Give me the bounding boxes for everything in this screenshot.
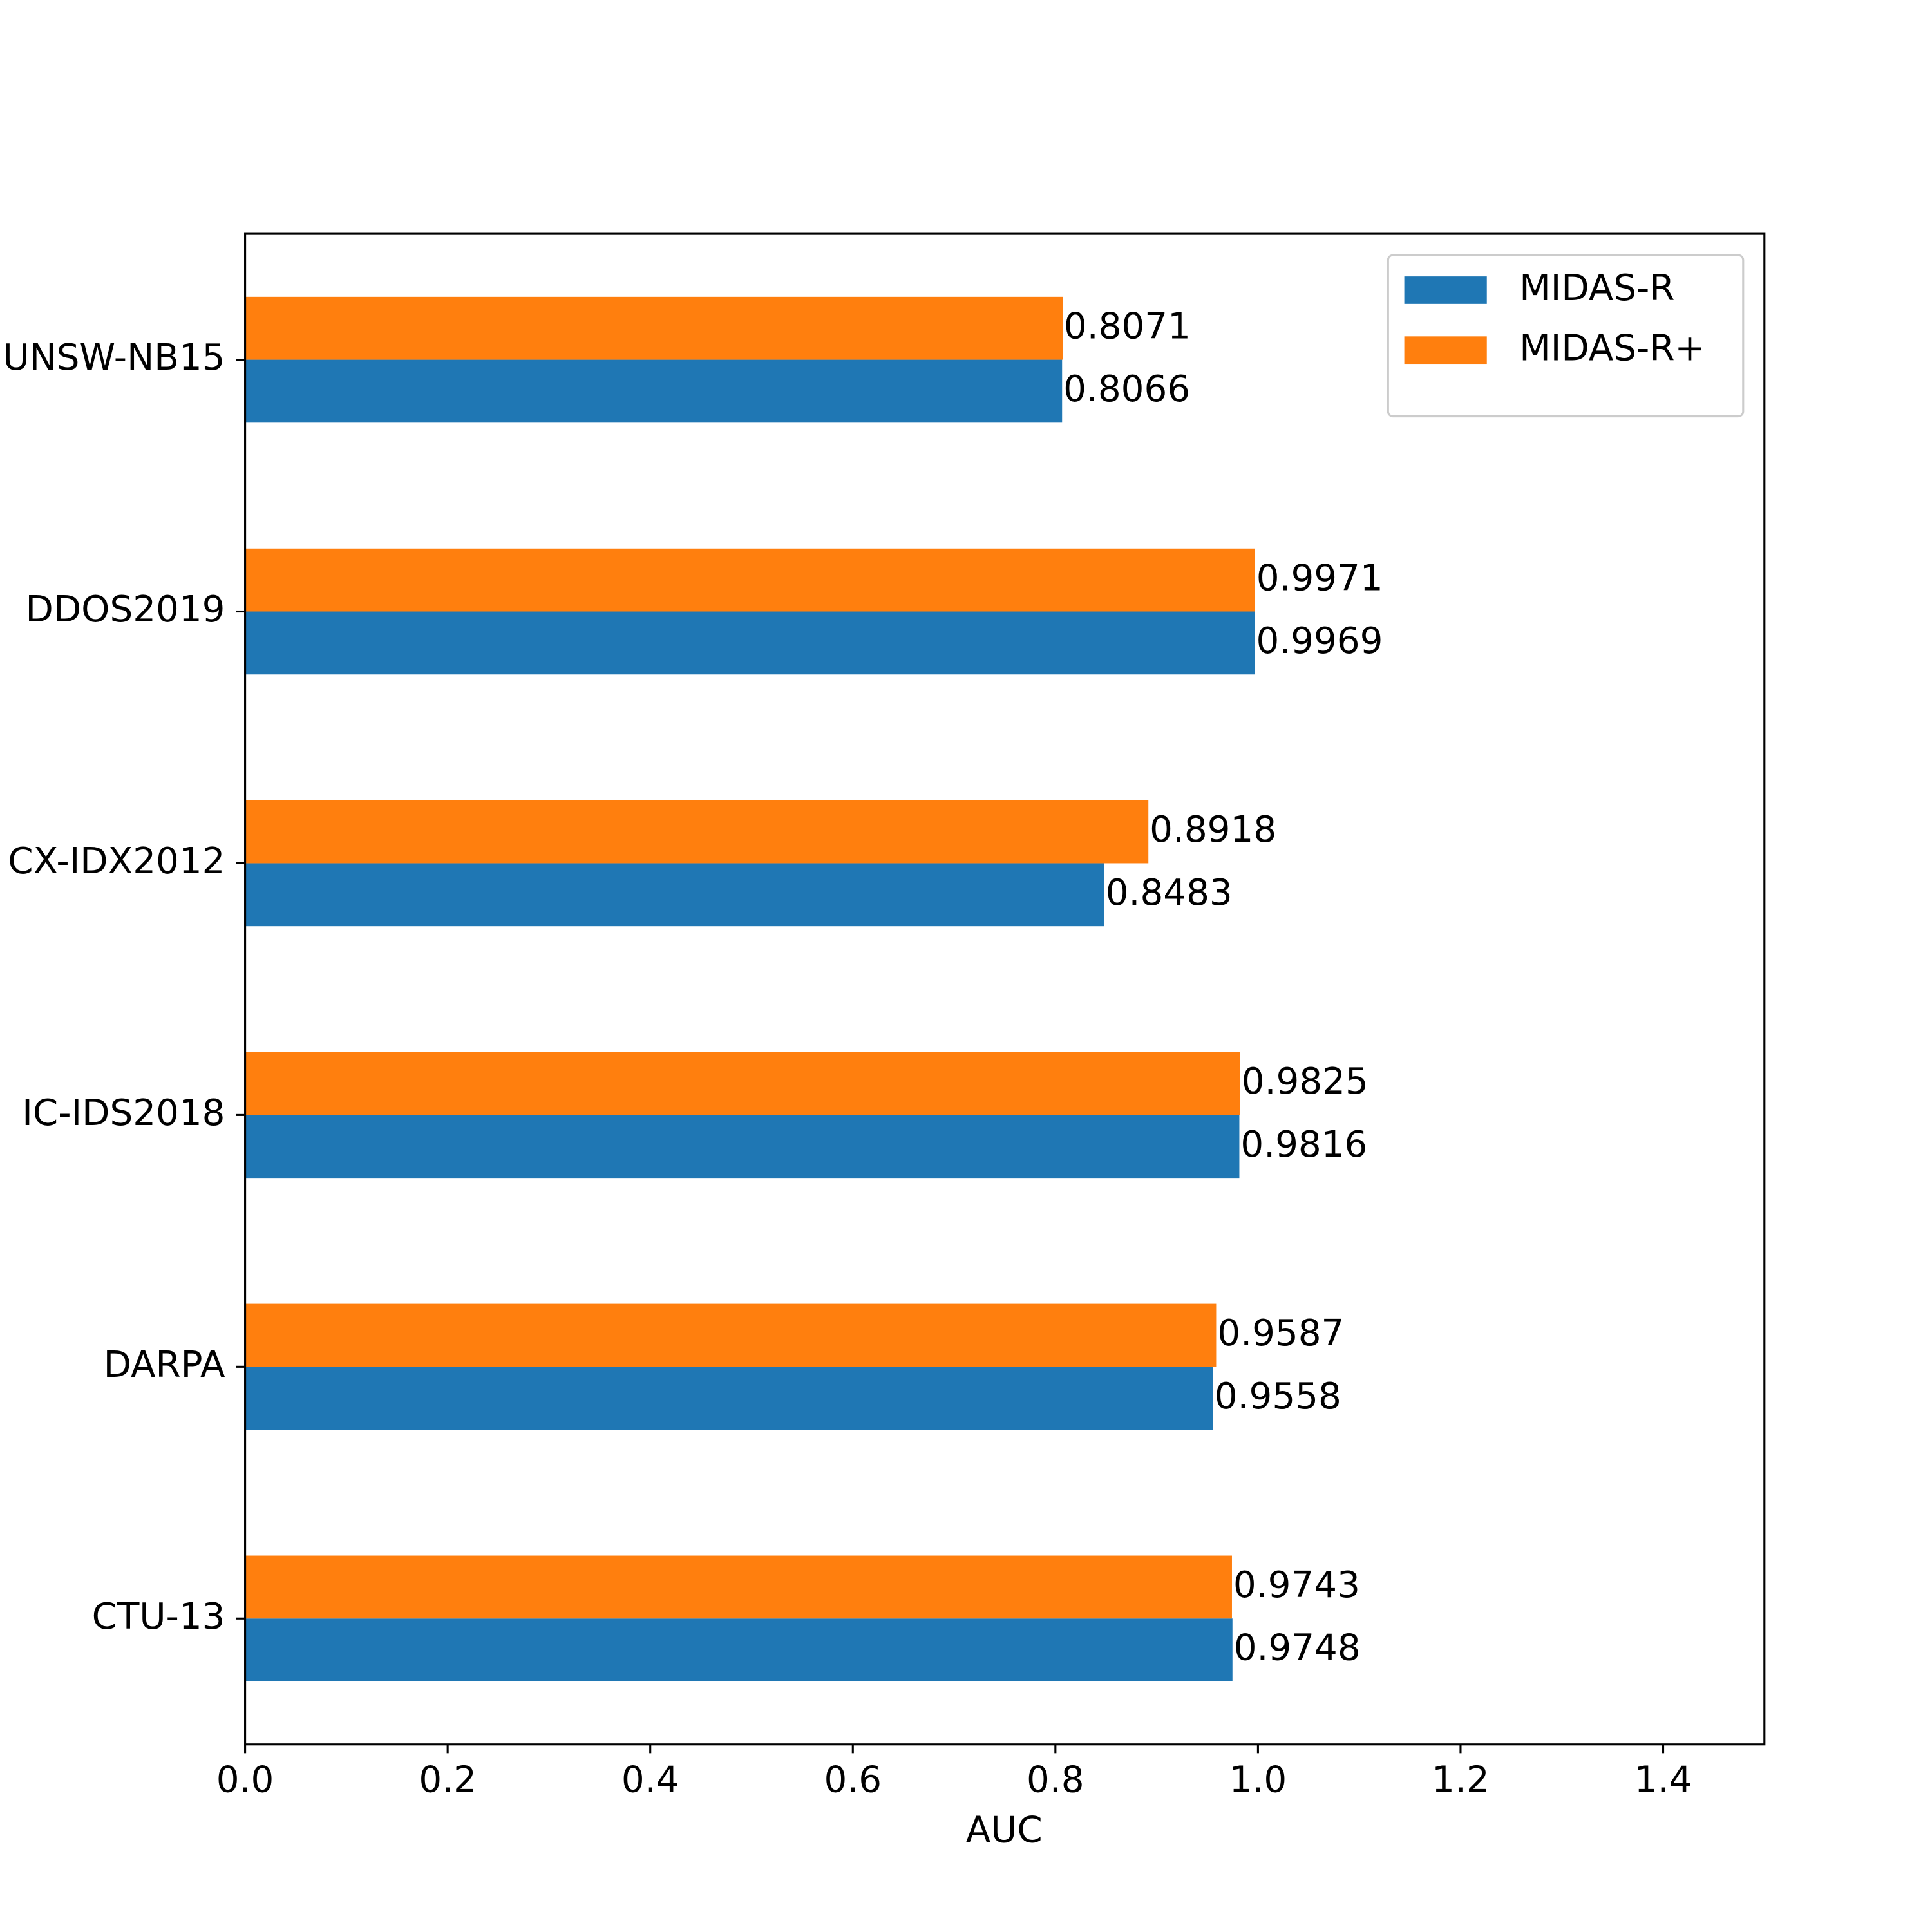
legend-label: MIDAS-R+ xyxy=(1519,327,1705,369)
bar xyxy=(245,1618,1233,1682)
bar xyxy=(245,1303,1217,1367)
y-tick-label: CTU-13 xyxy=(92,1596,225,1638)
legend-label: MIDAS-R xyxy=(1519,267,1674,309)
value-label: 0.9816 xyxy=(1240,1124,1367,1166)
value-label: 0.9558 xyxy=(1215,1376,1341,1417)
bar xyxy=(245,611,1255,675)
legend-swatch xyxy=(1404,276,1487,304)
y-tick-label: DDOS2019 xyxy=(25,589,225,630)
y-tick-label: CX-IDX2012 xyxy=(8,840,225,882)
value-label: 0.9825 xyxy=(1242,1061,1368,1103)
plot-frame xyxy=(244,232,1766,1746)
bar xyxy=(245,863,1104,927)
y-tick-label: UNSW-NB15 xyxy=(3,337,225,379)
value-label: 0.9743 xyxy=(1233,1564,1360,1606)
bar xyxy=(245,359,1063,423)
x-axis-label: AUC xyxy=(966,1809,1043,1851)
x-tick-label: 0.4 xyxy=(621,1759,679,1801)
value-label: 0.8483 xyxy=(1106,872,1233,914)
value-label: 0.9748 xyxy=(1234,1627,1361,1669)
x-tick-label: 0.8 xyxy=(1027,1759,1084,1801)
bar xyxy=(245,296,1063,360)
bar xyxy=(245,1052,1240,1115)
value-label: 0.8918 xyxy=(1150,809,1276,851)
x-tick-label: 1.4 xyxy=(1634,1759,1692,1801)
value-label: 0.9969 xyxy=(1256,620,1383,662)
x-tick-label: 0.6 xyxy=(824,1759,882,1801)
y-tick-label: IC-IDS2018 xyxy=(22,1092,225,1134)
x-tick-label: 0.0 xyxy=(216,1759,274,1801)
x-tick-label: 0.2 xyxy=(419,1759,477,1801)
bar xyxy=(245,1555,1232,1619)
x-tick-label: 1.2 xyxy=(1432,1759,1490,1801)
value-label: 0.8066 xyxy=(1063,368,1190,410)
bar xyxy=(245,1115,1240,1179)
bar xyxy=(245,800,1149,864)
bar xyxy=(245,548,1255,612)
bar xyxy=(245,1367,1213,1430)
y-tick-label: DARPA xyxy=(104,1344,225,1386)
legend-swatch xyxy=(1404,336,1487,365)
value-label: 0.9587 xyxy=(1217,1312,1344,1354)
x-tick-label: 1.0 xyxy=(1229,1759,1287,1801)
value-label: 0.8071 xyxy=(1064,305,1191,347)
value-label: 0.9971 xyxy=(1256,557,1383,599)
